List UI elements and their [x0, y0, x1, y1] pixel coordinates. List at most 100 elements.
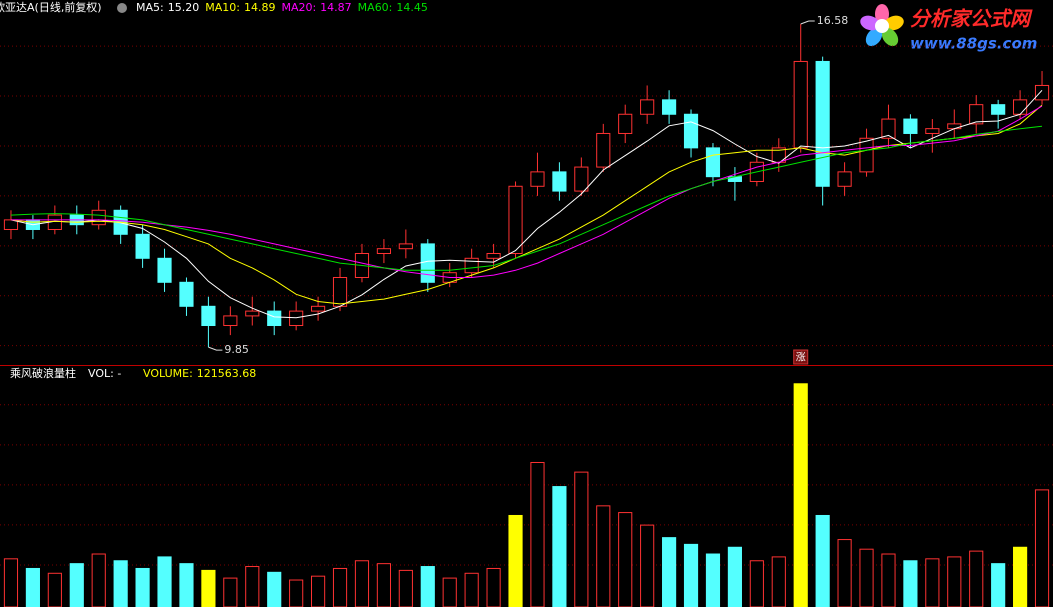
volume-bar: [267, 571, 282, 607]
candle-body: [91, 209, 106, 226]
candle-body: [815, 60, 830, 187]
volume-bar: [91, 553, 106, 607]
candle-body: [486, 252, 501, 259]
volume-bar: [552, 486, 567, 607]
annotation-arrow: [800, 20, 815, 25]
candle-body: [925, 128, 940, 134]
candle-body: [223, 315, 238, 327]
volume-bar: [332, 567, 348, 607]
volume-bar: [464, 572, 479, 607]
volume-bar: [991, 563, 1006, 607]
candle-body: [464, 257, 479, 274]
volume-bar: [618, 512, 633, 607]
volume-bar: [398, 569, 413, 607]
legend-entry: MA60: 14.45: [358, 1, 428, 14]
candle-body: [508, 185, 523, 254]
volume-bar: [727, 546, 742, 607]
legend-name: MA10:: [205, 1, 240, 14]
volume-bar: [25, 567, 40, 607]
volume-bar: [201, 569, 216, 607]
volume-bar: [1034, 489, 1050, 607]
marker-box: [793, 349, 809, 365]
volume-bar: [135, 567, 150, 607]
candle-body: [552, 171, 567, 192]
candle-body: [837, 171, 852, 187]
legend-entry: MA20: 14.87: [281, 1, 351, 14]
volume-bar: [640, 524, 655, 607]
volume-bar: [881, 553, 896, 607]
volume-bar: [530, 461, 545, 607]
volume-bar: [245, 566, 260, 607]
volume-bar: [157, 556, 172, 607]
candle-body: [157, 257, 172, 283]
volume-bar: [354, 560, 370, 607]
volume-title: 乘风破浪量柱: [10, 366, 76, 380]
candle-body: [618, 113, 633, 134]
annotation-arrow: [208, 346, 223, 351]
candle-body: [376, 248, 391, 254]
logo-title: 分析家公式网: [910, 7, 1033, 31]
legend-value: 14.87: [320, 1, 352, 14]
candle-body: [201, 305, 216, 327]
volume-bar: [793, 383, 808, 607]
logo-flower: [860, 4, 904, 47]
candle-body: [903, 118, 918, 134]
volume-bar: [311, 575, 326, 607]
volume-bar: [69, 563, 84, 607]
legend-value: 14.45: [396, 1, 428, 14]
candle-body: [947, 123, 962, 130]
candle-body: [1013, 99, 1028, 115]
volume-bar: [771, 556, 786, 607]
volume-bar: [223, 577, 238, 607]
volume-bar: [1013, 546, 1028, 607]
candle-body: [1034, 84, 1050, 101]
volume-bar: [683, 543, 699, 607]
legend-name: MA20:: [281, 1, 316, 14]
candle-body: [530, 171, 545, 187]
volume-bar: [705, 553, 721, 607]
menu-icon[interactable]: [117, 3, 127, 13]
marker-text: 涨: [796, 352, 806, 364]
candle-body: [398, 243, 413, 250]
legend-entry: MA5: 15.20: [136, 1, 199, 14]
legend-name: MA5:: [136, 1, 164, 14]
volume-bar: [749, 560, 764, 607]
low-label: 9.85: [224, 343, 249, 356]
volume-bar: [376, 563, 391, 607]
volume-bar: [179, 563, 194, 607]
ma-line: [10, 125, 1043, 271]
volume-bar: [113, 560, 128, 607]
volume-bar: [662, 537, 677, 607]
candle-body: [596, 132, 611, 168]
candle-body: [793, 60, 808, 149]
candle-body: [881, 118, 896, 139]
candle-body: [332, 277, 348, 307]
candle-body: [969, 104, 984, 125]
volume-bar: [596, 505, 611, 607]
candle-body: [574, 166, 589, 192]
logo: 分析家公式网 www.88gs.com: [860, 4, 1037, 53]
volume-bar: [442, 577, 457, 607]
candle-body: [311, 305, 326, 312]
candle-body: [683, 113, 699, 149]
volume-bar: [574, 471, 589, 607]
volume-bar: [859, 548, 874, 607]
candle-body: [135, 233, 150, 259]
legend-name: MA60:: [358, 1, 393, 14]
candle-body: [662, 99, 677, 115]
ma-line: [10, 89, 1043, 319]
candle-body: [3, 219, 19, 230]
volume-bar: [837, 539, 852, 607]
volume-legend: VOLUME: 121563.68: [143, 367, 256, 380]
candle-body: [289, 310, 304, 327]
volume-last: 121563.68: [197, 367, 257, 380]
volume-bar: [947, 556, 962, 607]
volume-bar: [3, 558, 19, 607]
candle-body: [640, 99, 655, 115]
volume-bar: [925, 558, 940, 607]
volume-label: VOL: -: [88, 367, 121, 380]
volume-bar: [420, 566, 435, 607]
